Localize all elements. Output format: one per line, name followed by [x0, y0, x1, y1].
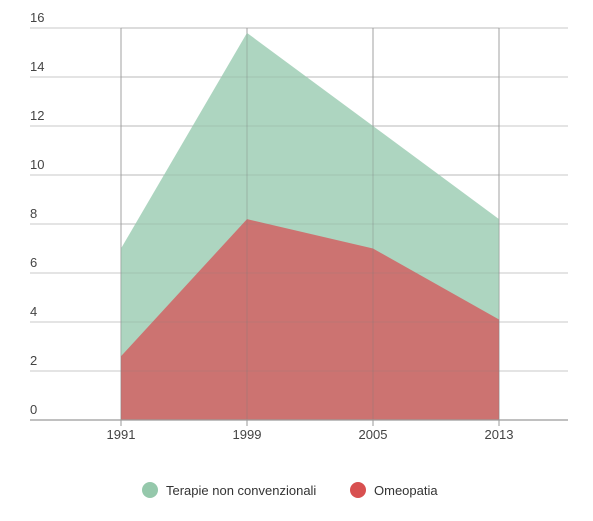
- x-tick-labels: 1991 1999 2005 2013: [107, 427, 514, 442]
- y-tick-label: 8: [30, 206, 37, 221]
- y-tick-label: 12: [30, 108, 44, 123]
- series-areas: [121, 32, 499, 421]
- y-tick-label: 10: [30, 157, 44, 172]
- area-series-omeopatia: [121, 219, 499, 420]
- y-tick-label: 6: [30, 255, 37, 270]
- y-tick-label: 4: [30, 304, 37, 319]
- axes: [30, 27, 568, 426]
- legend-label-terapie-non-convenzionali: Terapie non convenzionali: [166, 483, 316, 498]
- legend-label-omeopatia: Omeopatia: [374, 483, 438, 498]
- y-tick-label: 0: [30, 402, 37, 417]
- x-tick-label: 2005: [359, 427, 388, 442]
- legend: Terapie non convenzionali Omeopatia: [142, 482, 438, 498]
- legend-swatch-omeopatia: [350, 482, 366, 498]
- y-tick-label: 16: [30, 10, 44, 25]
- x-tick-label: 1999: [233, 427, 262, 442]
- y-tick-label: 14: [30, 59, 44, 74]
- legend-swatch-terapie-non-convenzionali: [142, 482, 158, 498]
- x-tick-label: 1991: [107, 427, 136, 442]
- y-tick-labels: 0 2 4 6 8 10 12 14 16: [30, 10, 44, 417]
- y-tick-label: 2: [30, 353, 37, 368]
- x-tick-label: 2013: [485, 427, 514, 442]
